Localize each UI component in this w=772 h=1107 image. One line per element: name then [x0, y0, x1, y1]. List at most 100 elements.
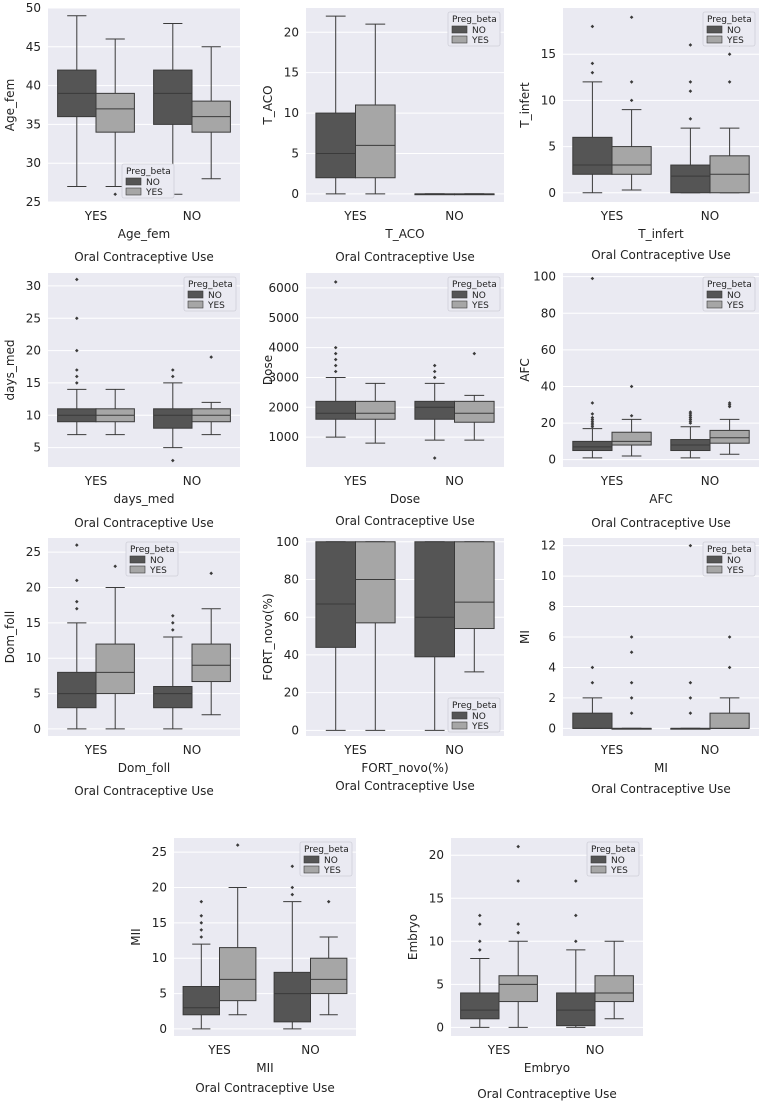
x-tick-label: YES	[84, 743, 108, 757]
y-tick-label: 25	[152, 845, 167, 859]
box-yes-yes	[355, 541, 396, 731]
legend-label-no: NO	[146, 178, 160, 188]
y-tick-label: 0	[548, 721, 556, 735]
box-no-yes	[572, 276, 613, 459]
y-tick-label: 30	[26, 279, 41, 293]
legend-label-yes: YES	[145, 188, 163, 198]
box-yes-yes	[611, 635, 652, 730]
legend-title: Preg_beta	[707, 545, 752, 555]
x-tick-label: YES	[207, 1043, 231, 1057]
outlier-point	[574, 879, 578, 883]
box-no-yes	[572, 665, 613, 729]
box-iqr	[153, 69, 193, 125]
y-tick-label: 0	[548, 453, 556, 467]
legend-title: Preg_beta	[304, 845, 349, 855]
panel-caption: Oral Contraceptive Use	[195, 1081, 335, 1095]
y-axis-label: Embryo	[406, 914, 420, 960]
outlier-point	[574, 939, 578, 944]
box-iqr	[310, 957, 348, 995]
outlier-point	[199, 913, 204, 918]
outlier-point	[688, 711, 693, 715]
x-tick-label: YES	[600, 209, 624, 223]
y-tick-label: 40	[26, 79, 41, 93]
box-iqr	[460, 992, 500, 1020]
x-tick-label: NO	[701, 474, 719, 488]
outlier-point	[75, 277, 79, 282]
y-tick-label: 45	[26, 40, 41, 54]
outlier-point	[209, 355, 213, 359]
y-tick-label: 10	[284, 106, 299, 120]
outlier-point	[75, 578, 79, 583]
y-tick-label: 6000	[268, 281, 299, 295]
outlier-point	[629, 650, 634, 655]
y-tick-label: 10	[152, 951, 167, 965]
y-tick-label: 100	[276, 535, 299, 549]
y-tick-label: 30	[26, 156, 41, 170]
outlier-point	[688, 89, 693, 93]
legend-swatch-yes	[125, 187, 142, 196]
box-iqr	[709, 712, 750, 729]
y-tick-label: 60	[541, 343, 556, 357]
outlier-point	[629, 635, 634, 639]
box-no-yes	[315, 15, 356, 195]
x-axis-label: Dom_foll	[118, 761, 171, 775]
y-tick-label: 25	[26, 311, 41, 325]
legend-label-yes: YES	[471, 36, 489, 46]
y-tick-label: 35	[26, 117, 41, 131]
outlier-point	[688, 117, 693, 121]
y-tick-label: 80	[541, 306, 556, 320]
box-no-no	[670, 410, 711, 459]
panel-caption: Oral Contraceptive Use	[591, 782, 731, 796]
outlier-point	[75, 316, 79, 321]
outlier-point	[75, 599, 79, 604]
outlier-point	[688, 543, 693, 548]
y-tick-label: 25	[26, 545, 41, 559]
legend-swatch-yes	[187, 300, 204, 309]
box-iqr	[153, 686, 193, 709]
y-tick-label: 5	[548, 140, 556, 154]
panel-caption: Oral Contraceptive Use	[591, 516, 731, 530]
box-yes-no	[191, 46, 231, 180]
x-tick-label: NO	[701, 209, 719, 223]
panel-caption: Oral Contraceptive Use	[74, 784, 214, 798]
legend-label-no: NO	[611, 856, 625, 866]
box-iqr	[57, 671, 97, 709]
legend-swatch-no	[303, 855, 320, 864]
outlier-point	[333, 280, 338, 284]
outlier-point	[688, 419, 693, 424]
box-iqr	[182, 986, 221, 1016]
x-tick-label: NO	[301, 1043, 319, 1057]
y-tick-label: 0	[33, 722, 41, 736]
y-tick-label: 0	[159, 1022, 167, 1036]
box-yes-no	[709, 635, 750, 729]
legend-label-no: NO	[727, 26, 741, 36]
x-tick-label: NO	[445, 743, 463, 757]
y-tick-label: 5	[33, 687, 41, 701]
legend-swatch-no	[451, 25, 468, 34]
box-yes-no	[709, 43, 750, 194]
box-no-no	[556, 879, 596, 1028]
y-tick-label: 2	[548, 691, 556, 705]
y-tick-label: 20	[284, 25, 299, 39]
outlier-point	[326, 899, 331, 904]
y-tick-label: 5	[33, 441, 41, 455]
outlier-point	[199, 928, 204, 932]
outlier-point	[688, 80, 693, 84]
x-tick-label: NO	[183, 474, 201, 488]
y-tick-label: 50	[26, 1, 41, 15]
outlier-point	[113, 564, 117, 569]
box-iqr	[153, 408, 193, 429]
y-tick-label: 20	[429, 848, 444, 862]
legend-title: Preg_beta	[707, 280, 752, 290]
y-tick-label: 80	[284, 572, 299, 586]
y-tick-label: 3000	[268, 370, 299, 384]
legend-label-yes: YES	[610, 866, 628, 876]
y-tick-label: 100	[533, 270, 556, 284]
outlier-point	[688, 413, 693, 418]
x-tick-label: NO	[183, 209, 201, 223]
